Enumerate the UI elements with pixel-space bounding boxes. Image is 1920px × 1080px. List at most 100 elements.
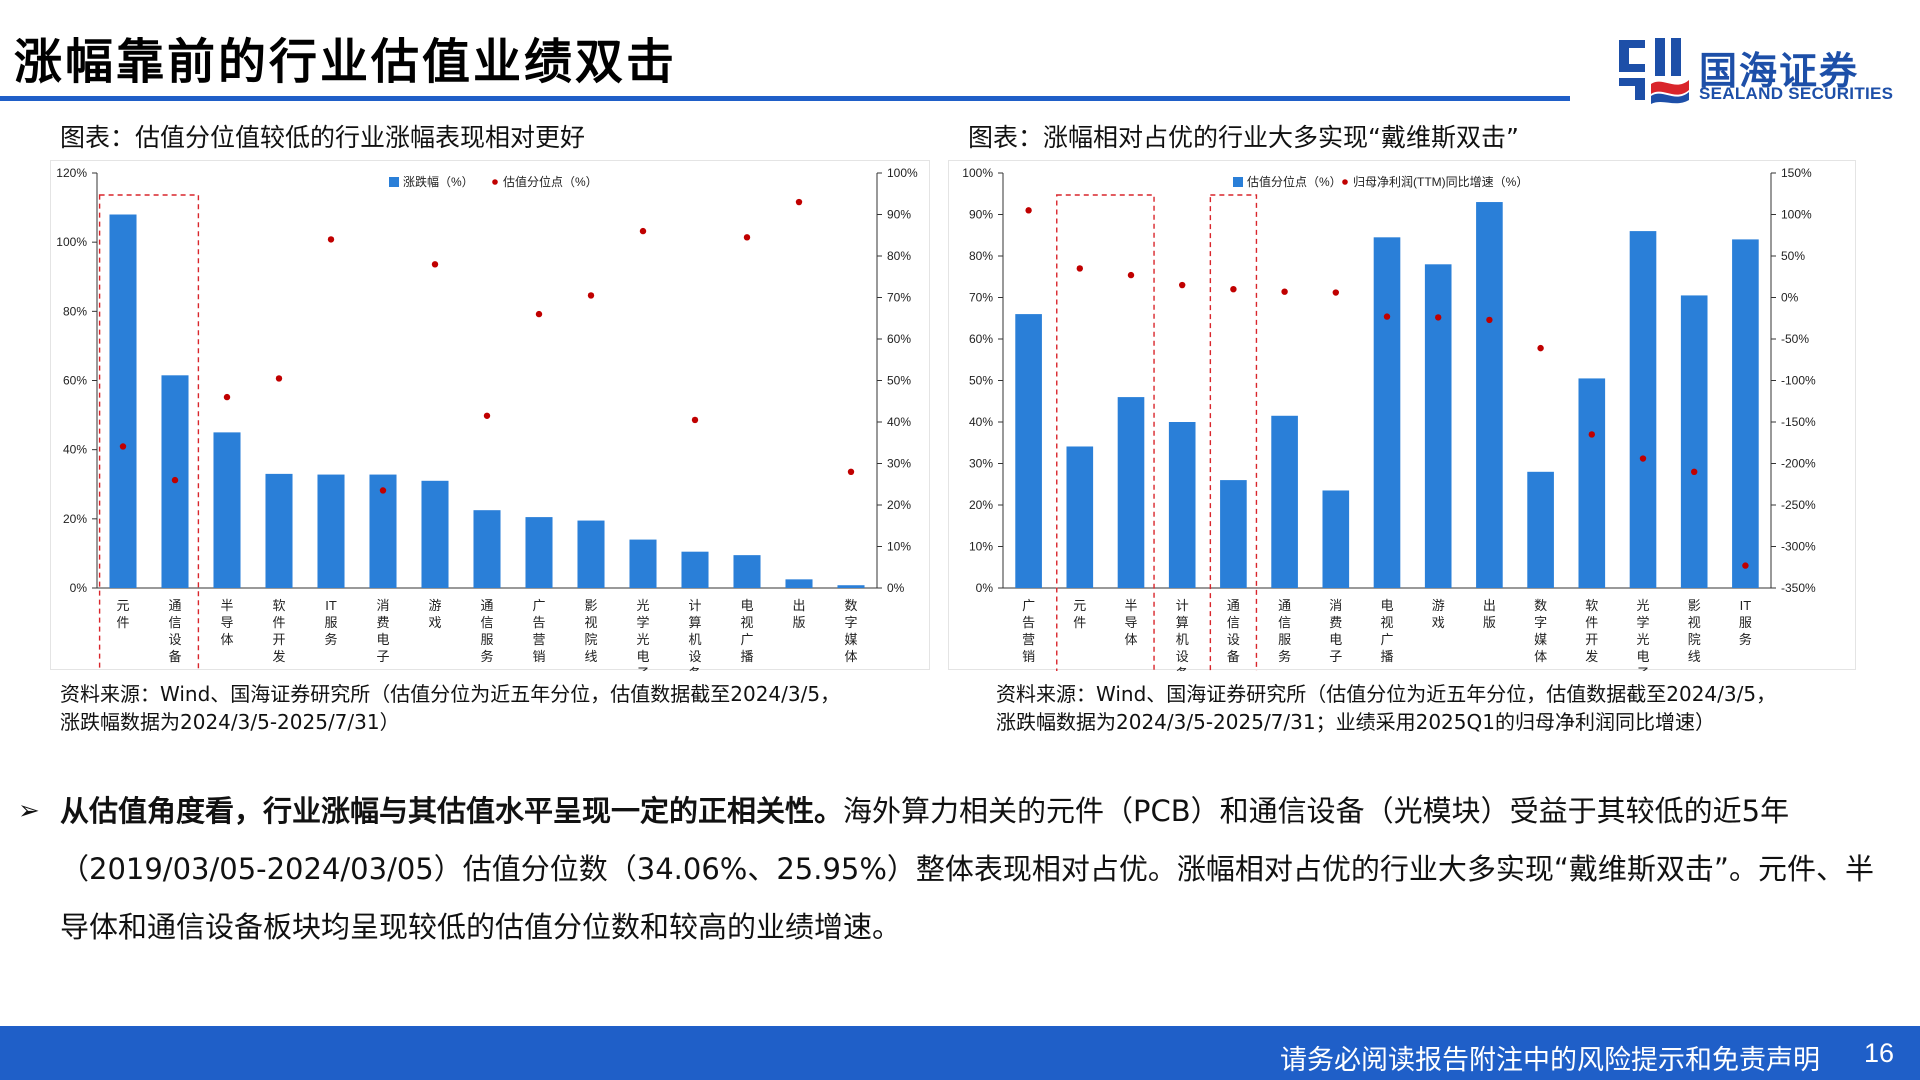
chart2-category-label: 通信设备 bbox=[1227, 598, 1240, 664]
chart1-bar bbox=[629, 539, 657, 588]
chart1-source-line1: 资料来源：Wind、国海证券研究所（估值分位为近五年分位，估值数据截至2024/… bbox=[60, 682, 841, 706]
chart2-category-label: 光学光电子 bbox=[1636, 598, 1649, 671]
chart1-category-label: IT 服务 bbox=[324, 598, 337, 647]
chart2-legend-dot-label: 归母净利润(TTM)同比增速（%） bbox=[1353, 175, 1528, 189]
chart1-right-tick-label: 10% bbox=[887, 540, 911, 554]
chart2-source: 资料来源：Wind、国海证券研究所（估值分位为近五年分位，估值数据截至2024/… bbox=[996, 680, 1776, 736]
chart1-bar bbox=[785, 579, 813, 588]
chart1-category-label: 电视广播 bbox=[740, 598, 753, 664]
page-number: 16 bbox=[1863, 1038, 1894, 1068]
chart1-right-tick-label: 100% bbox=[887, 166, 918, 180]
chart1-bar bbox=[213, 432, 241, 588]
chart2-dot bbox=[1537, 344, 1544, 352]
chart2-bar bbox=[1168, 422, 1196, 588]
chart2-dot bbox=[1383, 313, 1391, 320]
chart2-right-tick-label: -100% bbox=[1781, 374, 1816, 388]
chart1-bar bbox=[109, 214, 137, 588]
chart1-left-tick-label: 40% bbox=[63, 443, 87, 457]
chart2-bar bbox=[1373, 237, 1401, 588]
chart2-category-label: 数字媒体 bbox=[1534, 598, 1547, 664]
chart1-dot bbox=[275, 375, 283, 382]
footer-bar: 请务必阅读报告附注中的风险提示和免责声明 16 bbox=[0, 1026, 1920, 1080]
chart1-legend-dot-swatch bbox=[492, 179, 498, 185]
chart1-bar bbox=[837, 585, 865, 588]
chart1-right-tick-label: 90% bbox=[887, 208, 911, 222]
chart2-category-label: 广告营销 bbox=[1022, 598, 1035, 664]
chart1-dot bbox=[119, 443, 127, 450]
chart1-bar bbox=[733, 555, 761, 588]
chart2-bar bbox=[1527, 471, 1554, 588]
chart1-frame: 0% 20% 40% 60% 80% 100% 120% 0% 10% 20% 30% 40% 50% 6… bbox=[50, 160, 930, 716]
chart1-source-line2: 涨跌幅数据为2024/3/5-2025/7/31） bbox=[60, 710, 400, 734]
chart2-bar bbox=[1117, 397, 1145, 588]
chart2-right-tick-label: -50% bbox=[1781, 332, 1809, 346]
chart2-bar bbox=[1220, 480, 1247, 588]
chart2-category-label: IT 服务 bbox=[1739, 598, 1752, 647]
chart1-dot bbox=[743, 234, 751, 241]
chart2-left-tick-label: 60% bbox=[969, 332, 993, 346]
logo-text-en: SEALAND SECURITIES bbox=[1699, 84, 1894, 103]
chart1-legend-bar-swatch bbox=[389, 177, 399, 187]
chart1-dot bbox=[691, 416, 699, 424]
chart2-left-tick-label: 50% bbox=[969, 374, 993, 388]
chart1-category-label: 软件开发 bbox=[272, 598, 285, 664]
chart1-dot bbox=[639, 227, 647, 235]
logo-text-cn: 国海证券 bbox=[1699, 49, 1860, 93]
chart1-dot bbox=[223, 393, 231, 401]
chart2-bar bbox=[1066, 446, 1094, 588]
chart2-category-label: 电视广播 bbox=[1380, 598, 1393, 664]
chart1-svg: 0% 20% 40% 60% 80% 100% 120% 0% 10% 20% 30% 40% 50% 6… bbox=[56, 166, 918, 716]
chart2-left-tick-label: 70% bbox=[969, 291, 993, 305]
chart1-dot bbox=[587, 292, 595, 299]
chart2-bar bbox=[1680, 295, 1708, 588]
chart2-source-line2: 涨跌幅数据为2024/3/5-2025/7/31；业绩采用2025Q1的归母净利… bbox=[996, 710, 1715, 734]
chart1-left-tick-label: 0% bbox=[70, 581, 88, 595]
sealand-logo-icon bbox=[1619, 38, 1689, 104]
chart1-category-label: 数字媒体 bbox=[844, 598, 857, 664]
chart2-left-tick-label: 100% bbox=[962, 166, 993, 180]
chart2-dot bbox=[1025, 207, 1032, 214]
chart2-title: 图表：涨幅相对占优的行业大多实现“戴维斯双击” bbox=[968, 123, 1519, 152]
chart2-bar bbox=[1322, 490, 1350, 588]
chart2-category-label: 元件 bbox=[1073, 598, 1086, 630]
chart2-category-label: 半导体 bbox=[1124, 598, 1137, 647]
chart2-dot bbox=[1639, 455, 1647, 462]
chart2-dot bbox=[1076, 265, 1083, 272]
chart1-bar bbox=[473, 510, 501, 588]
chart2-right-tick-label: 50% bbox=[1781, 249, 1805, 263]
chart2-legend-bar-swatch bbox=[1233, 177, 1243, 187]
chart1-bar bbox=[421, 480, 449, 588]
chart2-right-tick-label: -350% bbox=[1781, 581, 1816, 595]
chart1-category-label: 光学光电子 bbox=[636, 598, 649, 671]
chart2-left-tick-label: 20% bbox=[969, 498, 993, 512]
chart1-source: 资料来源：Wind、国海证券研究所（估值分位为近五年分位，估值数据截至2024/… bbox=[60, 680, 840, 736]
chart2-category-label: 出版 bbox=[1483, 598, 1496, 630]
chart2-highlight-box bbox=[1056, 194, 1155, 716]
chart2-legend-bar-label: 估值分位点（%） bbox=[1247, 174, 1342, 189]
page-title: 涨幅靠前的行业估值业绩双击 bbox=[14, 34, 678, 90]
chart1-left-tick-label: 20% bbox=[63, 512, 87, 526]
chart1-bar bbox=[577, 520, 605, 588]
chart2-legend-dot-swatch bbox=[1342, 179, 1348, 185]
paragraph-text: 海外算力相关的元件（PCB）和通信设备（光模块）受益于其较低的近5年（2019/… bbox=[60, 794, 1874, 944]
chart2-category-label: 游戏 bbox=[1432, 598, 1445, 630]
chart1-category-label: 通信设备 bbox=[168, 598, 181, 664]
footer-disclaimer: 请务必阅读报告附注中的风险提示和免责声明 bbox=[1280, 1045, 1820, 1076]
chart2-bar bbox=[1578, 378, 1606, 588]
chart1-dot bbox=[379, 487, 387, 494]
chart1-left-tick-label: 60% bbox=[63, 374, 87, 388]
chart1-bar bbox=[681, 551, 709, 588]
chart1-bar bbox=[265, 473, 293, 588]
chart2-left-tick-label: 10% bbox=[969, 540, 993, 554]
chart2-right-tick-label: -150% bbox=[1781, 415, 1816, 429]
chart2-category-label: 计算机设备 bbox=[1176, 598, 1189, 671]
chart1-right-tick-label: 40% bbox=[887, 415, 911, 429]
chart2-right-tick-label: -250% bbox=[1781, 498, 1816, 512]
chart1-left-tick-label: 100% bbox=[56, 235, 87, 249]
chart2-right-tick-label: 150% bbox=[1781, 166, 1812, 180]
chart2-category-label: 消费电子 bbox=[1329, 598, 1342, 664]
chart2-dot bbox=[1332, 289, 1339, 296]
chart2-dot bbox=[1179, 281, 1186, 289]
chart1-category-label: 消费电子 bbox=[376, 598, 389, 664]
chart2-left-tick-label: 80% bbox=[969, 249, 993, 263]
